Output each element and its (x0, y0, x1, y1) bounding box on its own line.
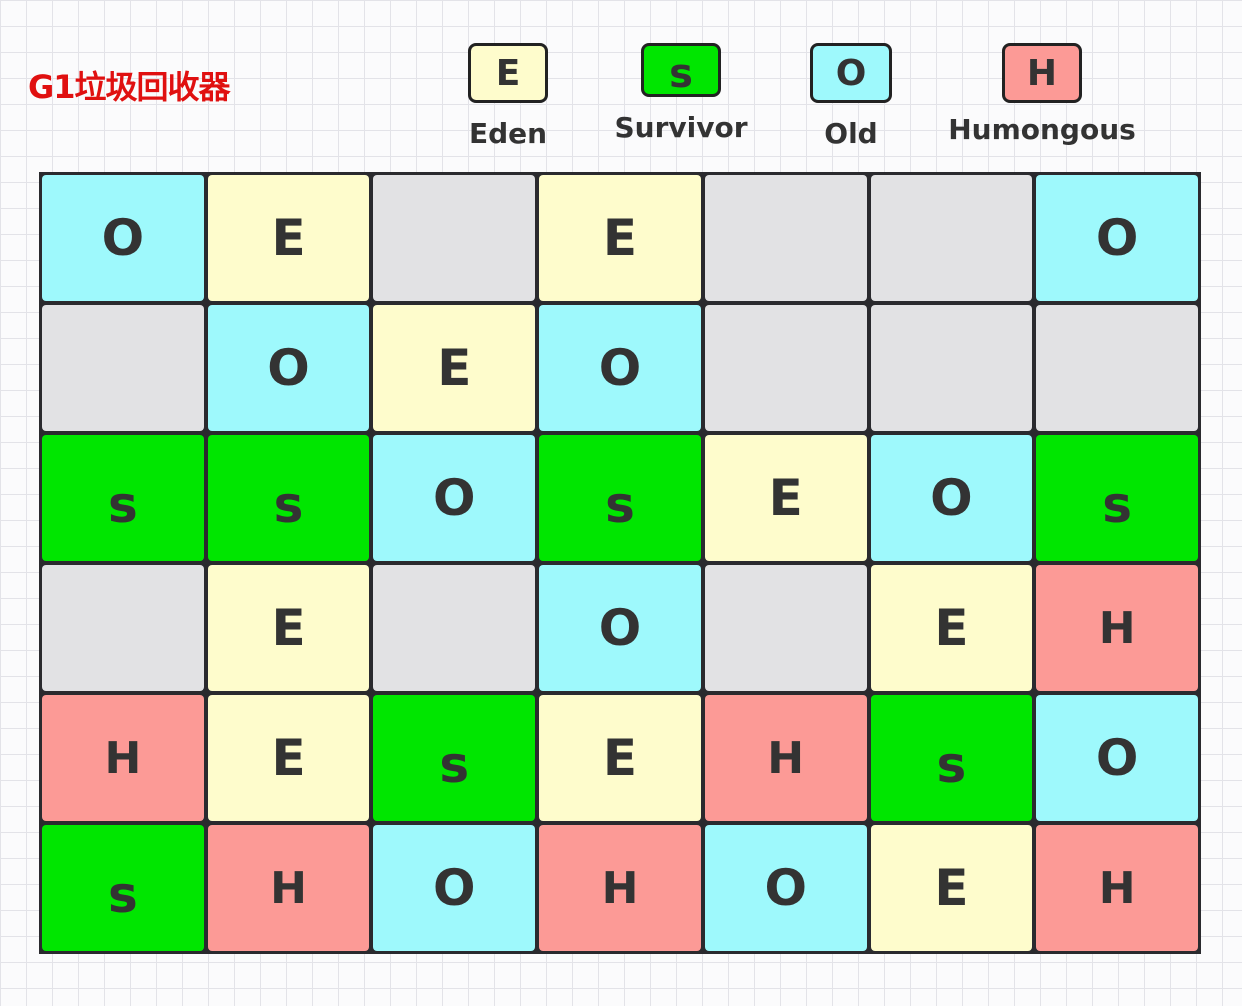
region-e: E (870, 565, 1033, 691)
region-h: H (1036, 825, 1198, 951)
region-free (704, 565, 867, 691)
legend-item-humongous: H Humongous (932, 43, 1152, 146)
legend-label: Eden (468, 117, 548, 150)
region-free (704, 305, 867, 431)
region-e: E (539, 175, 701, 301)
region-o: O (539, 305, 701, 431)
region-o: O (870, 435, 1033, 561)
region-s: s (42, 825, 204, 951)
region-e: E (373, 305, 536, 431)
region-o: O (1036, 695, 1198, 821)
region-h: H (42, 695, 204, 821)
legend-swatch: E (468, 43, 548, 103)
legend-item-eden: E Eden (398, 43, 618, 150)
legend-swatch: s (641, 43, 721, 97)
legend-label: Old (824, 117, 878, 150)
region-free (373, 565, 536, 691)
region-o: O (42, 175, 204, 301)
region-o: O (373, 825, 536, 951)
region-free (1036, 305, 1198, 431)
legend-swatch: O (810, 43, 892, 103)
region-e: E (704, 435, 867, 561)
region-o: O (539, 565, 701, 691)
legend-label: Humongous (948, 113, 1136, 146)
region-free (870, 175, 1033, 301)
region-s: s (373, 695, 536, 821)
region-s: s (207, 435, 370, 561)
region-e: E (207, 565, 370, 691)
region-free (42, 565, 204, 691)
region-e: E (870, 825, 1033, 951)
region-free (870, 305, 1033, 431)
legend-item-survivor: s Survivor (571, 43, 791, 144)
region-o: O (207, 305, 370, 431)
region-h: H (539, 825, 701, 951)
region-o: O (704, 825, 867, 951)
region-s: s (870, 695, 1033, 821)
legend-label: Survivor (614, 111, 748, 144)
region-free (373, 175, 536, 301)
region-free (704, 175, 867, 301)
region-o: O (373, 435, 536, 561)
region-h: H (207, 825, 370, 951)
region-s: s (42, 435, 204, 561)
region-e: E (207, 175, 370, 301)
legend-item-old: O Old (741, 43, 961, 150)
region-h: H (1036, 565, 1198, 691)
region-free (42, 305, 204, 431)
legend-swatch: H (1002, 43, 1082, 103)
page-title: G1垃圾回收器 (28, 68, 231, 106)
region-e: E (539, 695, 701, 821)
region-e: E (207, 695, 370, 821)
region-o: O (1036, 175, 1198, 301)
region-h: H (704, 695, 867, 821)
region-s: s (539, 435, 701, 561)
region-s: s (1036, 435, 1198, 561)
